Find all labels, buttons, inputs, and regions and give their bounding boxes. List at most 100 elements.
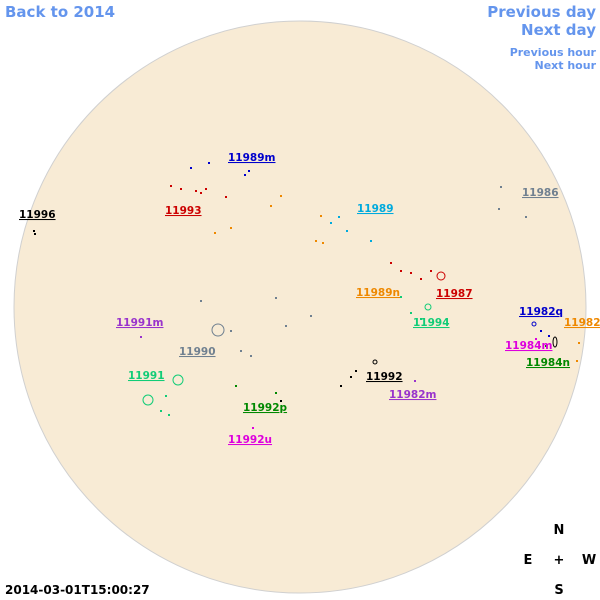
spot-dot: [400, 296, 402, 298]
spot-dot: [548, 335, 550, 337]
region-label[interactable]: 11984n: [526, 357, 570, 369]
spot-dot: [165, 395, 167, 397]
spot-dot: [420, 278, 422, 280]
spot-dot: [190, 167, 192, 169]
compass-west: W: [582, 553, 596, 568]
spot-dot: [140, 336, 142, 338]
spot-dot: [252, 427, 254, 429]
region-label[interactable]: 11982: [564, 317, 600, 329]
region-label[interactable]: 11982q: [519, 306, 563, 318]
compass-center: +: [554, 553, 565, 568]
region-label[interactable]: 11982m: [389, 389, 437, 401]
spot-dot: [280, 400, 282, 402]
spot-dot: [355, 370, 357, 372]
spot-dot: [578, 342, 580, 344]
region-label[interactable]: 11993: [165, 205, 202, 217]
spot-dot: [315, 240, 317, 242]
spot-dot: [200, 300, 202, 302]
region-label[interactable]: 11994: [413, 317, 450, 329]
spot-dot: [180, 188, 182, 190]
spot-dot: [410, 312, 412, 314]
spot-dot: [275, 297, 277, 299]
spot-dot: [338, 216, 340, 218]
region-label[interactable]: 11987: [436, 288, 473, 300]
spot: [142, 394, 154, 406]
region-label[interactable]: 11991m: [116, 317, 164, 329]
spot-dot: [400, 270, 402, 272]
region-label[interactable]: 11996: [19, 209, 56, 221]
region-label[interactable]: 11989m: [228, 152, 276, 164]
spot: [552, 336, 558, 348]
spot: [372, 359, 378, 365]
previous-hour-link[interactable]: Previous hour: [510, 46, 597, 59]
spot-dot: [350, 376, 352, 378]
spot: [172, 374, 184, 386]
spot-dot: [168, 414, 170, 416]
spot-dot: [244, 174, 246, 176]
spot-dot: [275, 392, 277, 394]
spot-dot: [235, 385, 237, 387]
spot: [424, 303, 432, 311]
spot: [211, 323, 225, 337]
solar-disk: [13, 20, 587, 594]
spot-dot: [390, 262, 392, 264]
spot-dot: [410, 272, 412, 274]
spot-dot: [225, 196, 227, 198]
spot-dot: [270, 205, 272, 207]
spot-dot: [420, 318, 422, 320]
spot-dot: [545, 345, 547, 347]
spot-dot: [34, 233, 36, 235]
spot-dot: [535, 338, 537, 340]
back-link[interactable]: Back to 2014: [5, 3, 115, 21]
spot: [436, 271, 446, 281]
spot-dot: [576, 360, 578, 362]
spot-dot: [322, 242, 324, 244]
spot-dot: [230, 330, 232, 332]
spot-dot: [248, 170, 250, 172]
next-day-link[interactable]: Next day: [521, 21, 596, 39]
spot-dot: [230, 227, 232, 229]
region-label[interactable]: 11984m: [505, 340, 553, 352]
spot-dot: [170, 185, 172, 187]
compass-south: S: [554, 583, 563, 598]
spot-dot: [320, 215, 322, 217]
spot-dot: [160, 410, 162, 412]
spot-dot: [540, 330, 542, 332]
region-label[interactable]: 11989: [357, 203, 394, 215]
compass-east: E: [524, 553, 533, 568]
timestamp: 2014-03-01T15:00:27: [5, 583, 150, 597]
spot-dot: [285, 325, 287, 327]
spot-dot: [214, 232, 216, 234]
spot-dot: [280, 195, 282, 197]
spot-dot: [310, 315, 312, 317]
region-label[interactable]: 11992: [366, 371, 403, 383]
spot-dot: [205, 188, 207, 190]
previous-day-link[interactable]: Previous day: [487, 3, 596, 21]
spot-dot: [330, 222, 332, 224]
spots: [142, 271, 558, 406]
spot-dot: [208, 162, 210, 164]
spot-dot: [200, 192, 202, 194]
spot-dot: [500, 186, 502, 188]
region-label[interactable]: 11992u: [228, 434, 272, 446]
compass-north: N: [554, 523, 565, 538]
spot-dots: [33, 162, 580, 429]
spot-dot: [250, 355, 252, 357]
region-label[interactable]: 11992p: [243, 402, 288, 414]
region-label[interactable]: 11991: [128, 370, 165, 382]
spot-dot: [240, 350, 242, 352]
spot-dot: [195, 190, 197, 192]
spot-dot: [33, 230, 35, 232]
region-label[interactable]: 11989n: [356, 287, 400, 299]
spot-dot: [340, 385, 342, 387]
spot-dot: [346, 230, 348, 232]
region-label[interactable]: 11990: [179, 346, 216, 358]
spot-dot: [525, 216, 527, 218]
spot-dot: [498, 208, 500, 210]
spot-dot: [370, 240, 372, 242]
spot: [531, 321, 537, 327]
region-label[interactable]: 11986: [522, 187, 559, 199]
next-hour-link[interactable]: Next hour: [535, 59, 597, 72]
spot-dot: [414, 380, 416, 382]
